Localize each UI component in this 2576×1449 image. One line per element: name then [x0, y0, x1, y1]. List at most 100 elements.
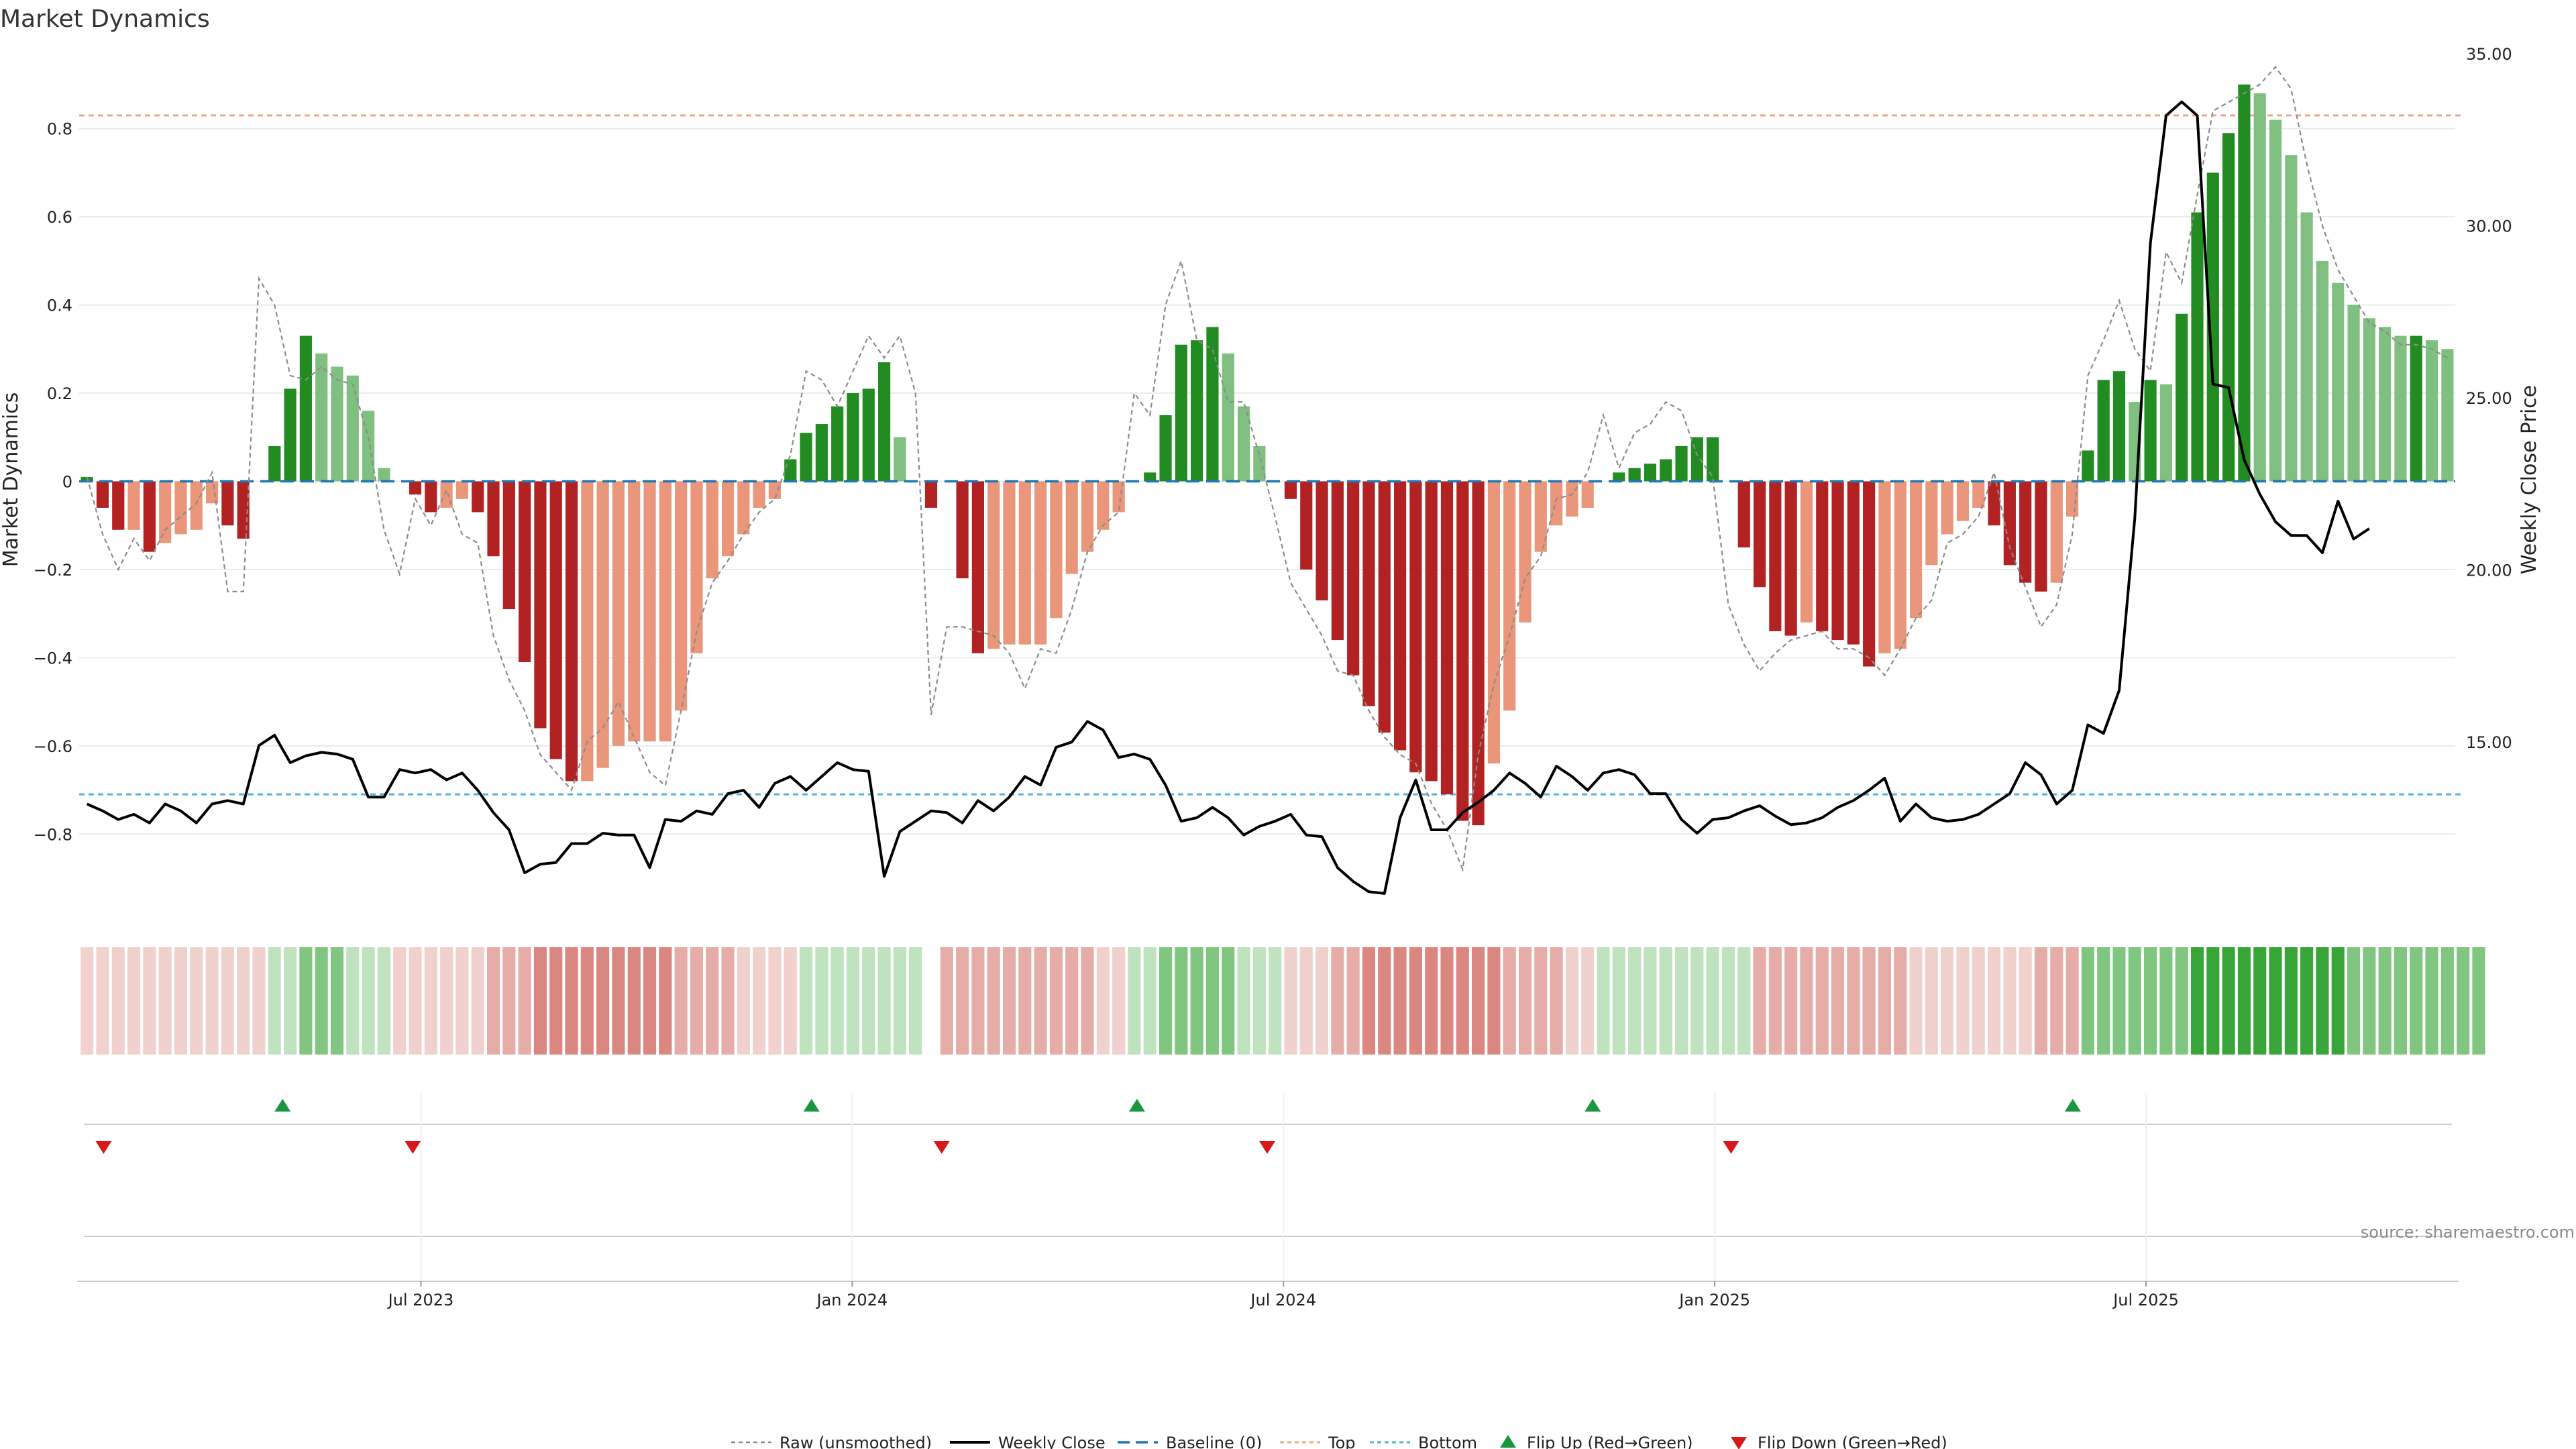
- bar: [924, 481, 938, 508]
- bar: [1175, 344, 1187, 482]
- bar: [143, 481, 156, 552]
- strip-cell: [1222, 947, 1235, 1055]
- strip-cell: [2472, 947, 2485, 1055]
- bar: [1284, 481, 1297, 499]
- strip-cell: [1081, 947, 1094, 1055]
- bar: [2176, 313, 2188, 482]
- strip-cell: [1518, 947, 1532, 1055]
- bar: [1159, 415, 1172, 482]
- left-axis-label: Market Dynamics: [0, 392, 23, 568]
- strip-cell: [2159, 947, 2173, 1055]
- source-note: source: sharemaestro.com: [2361, 1223, 2575, 1242]
- bar: [1707, 437, 1719, 482]
- left-tick-label: −0.2: [34, 561, 72, 580]
- strip-cell: [377, 947, 390, 1055]
- bar: [862, 388, 875, 482]
- strip-cell: [784, 947, 797, 1055]
- bar: [2112, 371, 2126, 482]
- bar: [284, 388, 297, 482]
- bar: [2222, 133, 2235, 482]
- bar: [753, 481, 765, 508]
- strip-cell: [2050, 947, 2063, 1055]
- bar: [96, 481, 109, 508]
- strip-cell: [1112, 947, 1126, 1055]
- strip-cell: [1847, 947, 1860, 1055]
- bar: [1753, 481, 1766, 588]
- flip-down-marker: [405, 1141, 421, 1154]
- bar: [1816, 481, 1829, 631]
- bar: [2253, 93, 2266, 482]
- bar: [2238, 85, 2251, 482]
- strip-cell: [2253, 947, 2267, 1055]
- bar: [1097, 481, 1110, 530]
- right-axis: 15.00 20.00 25.00 30.00 35.00: [2466, 45, 2512, 752]
- left-tick-label: −0.6: [34, 737, 72, 756]
- strip-cell: [1800, 947, 1813, 1055]
- strip-cell: [1612, 947, 1625, 1055]
- strip-cell: [1768, 947, 1782, 1055]
- bar: [815, 424, 828, 482]
- bar: [1112, 481, 1125, 513]
- left-tick-label: −0.4: [34, 649, 72, 667]
- strip-cell: [1034, 947, 1047, 1055]
- x-tick-label: Jul 2023: [387, 1291, 454, 1309]
- right-axis-label: Weekly Close Price: [2518, 385, 2541, 574]
- strip-cell: [1894, 947, 1907, 1055]
- strip-cell: [2081, 947, 2094, 1055]
- strip-cell: [1972, 947, 1985, 1055]
- strip-cell: [1252, 947, 1266, 1055]
- flip-up-marker: [803, 1099, 820, 1112]
- strip-cell: [2144, 947, 2157, 1055]
- bar: [362, 411, 375, 482]
- bar: [1737, 481, 1750, 548]
- x-tick-label: Jul 2025: [2112, 1291, 2179, 1309]
- right-tick-label: 25.00: [2466, 389, 2512, 408]
- bar: [1237, 406, 1250, 482]
- bar: [378, 468, 390, 482]
- strip-cell: [2378, 947, 2392, 1055]
- bar: [2347, 305, 2360, 482]
- legend-label: Baseline (0): [1166, 1434, 1262, 1449]
- reference-lines: [79, 114, 2462, 796]
- bar: [675, 481, 688, 711]
- x-axis: Jul 2023 Jan 2024 Jul 2024 Jan 2025 Jul 2025: [77, 1281, 2459, 1309]
- strip-cell: [1299, 947, 1313, 1055]
- strip-cell: [1831, 947, 1845, 1055]
- strip-cell: [1721, 947, 1735, 1055]
- bar: [612, 481, 625, 746]
- bar: [1034, 481, 1047, 645]
- strip-cell: [721, 947, 735, 1055]
- bar: [1988, 481, 2000, 526]
- strip-cell: [2316, 947, 2329, 1055]
- strip-cell: [362, 947, 375, 1055]
- bar: [455, 481, 469, 499]
- bar: [315, 353, 328, 482]
- strip-cell: [158, 947, 172, 1055]
- legend-swatch: [1500, 1435, 1516, 1448]
- chart-title: Market Dynamics: [0, 5, 210, 33]
- bar: [2159, 384, 2172, 482]
- strip-cell: [612, 947, 625, 1055]
- flip-down-marker: [933, 1141, 950, 1154]
- strip-cell: [221, 947, 234, 1055]
- bar: [174, 481, 187, 535]
- strip-cell: [2269, 947, 2282, 1055]
- strip-cell: [1862, 947, 1876, 1055]
- strip-cell: [330, 947, 344, 1055]
- strip-cell: [549, 947, 563, 1055]
- strip-cell: [2363, 947, 2376, 1055]
- close-line: [86, 100, 2370, 895]
- strip-cell: [940, 947, 953, 1055]
- bar: [971, 481, 984, 653]
- strip-cell: [862, 947, 875, 1055]
- strip-cell: [1988, 947, 2001, 1055]
- legend-label: Bottom: [1418, 1434, 1477, 1449]
- strip-cell: [2190, 947, 2204, 1055]
- flip-panel: [84, 1093, 2452, 1281]
- strip-cell: [1409, 947, 1422, 1055]
- strip-cell: [956, 947, 969, 1055]
- strip-cell: [2410, 947, 2423, 1055]
- x-tick-label: Jul 2024: [1249, 1291, 1316, 1309]
- strip-cell: [1002, 947, 1016, 1055]
- strip-cell: [753, 947, 766, 1055]
